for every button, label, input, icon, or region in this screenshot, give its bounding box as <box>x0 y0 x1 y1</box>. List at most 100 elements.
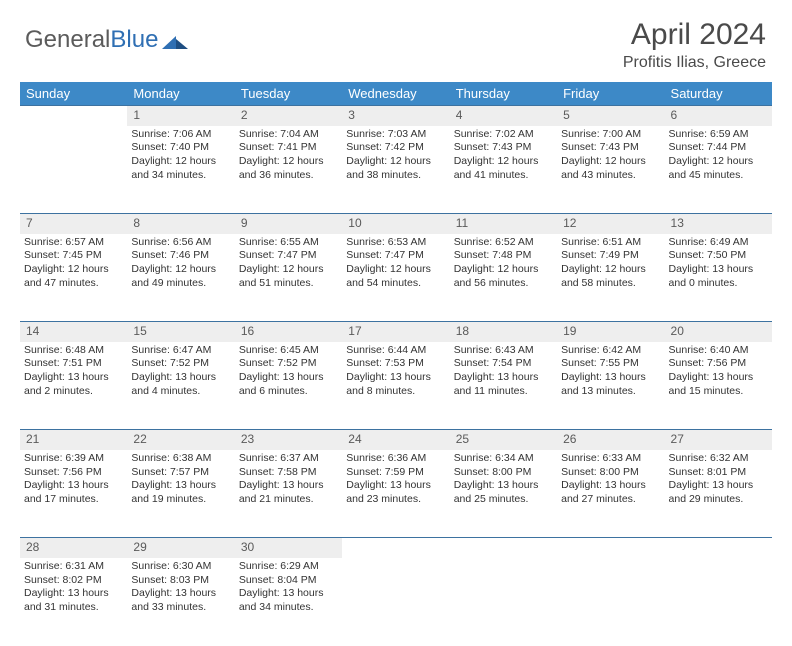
daylight-text-2: and 38 minutes. <box>346 169 445 183</box>
day-number-cell: 7 <box>20 214 127 234</box>
day-body-cell: Sunrise: 7:06 AMSunset: 7:40 PMDaylight:… <box>127 126 234 214</box>
daylight-text-1: Daylight: 12 hours <box>24 263 123 277</box>
sunset-text: Sunset: 7:47 PM <box>346 249 445 263</box>
sunset-text: Sunset: 7:48 PM <box>454 249 553 263</box>
day-number-cell: 27 <box>665 430 772 450</box>
brand-part1: General <box>25 26 110 54</box>
daylight-text-2: and 34 minutes. <box>239 601 338 615</box>
week-body-row: Sunrise: 6:57 AMSunset: 7:45 PMDaylight:… <box>20 234 772 322</box>
daylight-text-1: Daylight: 12 hours <box>239 155 338 169</box>
daylight-text-1: Daylight: 13 hours <box>24 587 123 601</box>
day-number-cell: 19 <box>557 322 664 342</box>
daylight-text-1: Daylight: 12 hours <box>454 155 553 169</box>
day-number-cell: 10 <box>342 214 449 234</box>
daylight-text-2: and 29 minutes. <box>669 493 768 507</box>
day-number-cell: 28 <box>20 538 127 558</box>
day-body-cell: Sunrise: 6:47 AMSunset: 7:52 PMDaylight:… <box>127 342 234 430</box>
day-number-cell: 6 <box>665 106 772 126</box>
sunset-text: Sunset: 7:43 PM <box>561 141 660 155</box>
sunset-text: Sunset: 7:59 PM <box>346 466 445 480</box>
day-body-cell: Sunrise: 6:33 AMSunset: 8:00 PMDaylight:… <box>557 450 664 538</box>
sunrise-text: Sunrise: 6:48 AM <box>24 344 123 358</box>
day-number-cell: 25 <box>450 430 557 450</box>
daylight-text-1: Daylight: 12 hours <box>131 263 230 277</box>
day-number-cell: 5 <box>557 106 664 126</box>
daylight-text-1: Daylight: 12 hours <box>346 155 445 169</box>
week-body-row: Sunrise: 6:31 AMSunset: 8:02 PMDaylight:… <box>20 558 772 646</box>
day-body-cell <box>665 558 772 646</box>
day-header: Tuesday <box>235 82 342 106</box>
day-body-cell: Sunrise: 6:52 AMSunset: 7:48 PMDaylight:… <box>450 234 557 322</box>
sunset-text: Sunset: 7:47 PM <box>239 249 338 263</box>
sunset-text: Sunset: 8:00 PM <box>561 466 660 480</box>
daylight-text-1: Daylight: 13 hours <box>24 479 123 493</box>
daylight-text-1: Daylight: 13 hours <box>669 371 768 385</box>
daylight-text-1: Daylight: 12 hours <box>131 155 230 169</box>
sunset-text: Sunset: 7:40 PM <box>131 141 230 155</box>
sunrise-text: Sunrise: 6:42 AM <box>561 344 660 358</box>
day-body-cell <box>342 558 449 646</box>
daylight-text-2: and 11 minutes. <box>454 385 553 399</box>
daylight-text-1: Daylight: 13 hours <box>24 371 123 385</box>
daylight-text-1: Daylight: 12 hours <box>454 263 553 277</box>
day-number-cell: 8 <box>127 214 234 234</box>
sunrise-text: Sunrise: 6:49 AM <box>669 236 768 250</box>
day-body-cell: Sunrise: 6:30 AMSunset: 8:03 PMDaylight:… <box>127 558 234 646</box>
sunrise-text: Sunrise: 6:44 AM <box>346 344 445 358</box>
day-number-cell <box>557 538 664 558</box>
sunrise-text: Sunrise: 6:39 AM <box>24 452 123 466</box>
calendar-table: SundayMondayTuesdayWednesdayThursdayFrid… <box>20 82 772 646</box>
day-header: Wednesday <box>342 82 449 106</box>
daylight-text-2: and 2 minutes. <box>24 385 123 399</box>
daylight-text-1: Daylight: 13 hours <box>131 587 230 601</box>
daylight-text-2: and 27 minutes. <box>561 493 660 507</box>
sunrise-text: Sunrise: 6:55 AM <box>239 236 338 250</box>
day-body-cell: Sunrise: 6:31 AMSunset: 8:02 PMDaylight:… <box>20 558 127 646</box>
day-body-cell: Sunrise: 6:32 AMSunset: 8:01 PMDaylight:… <box>665 450 772 538</box>
sunset-text: Sunset: 7:53 PM <box>346 357 445 371</box>
sunset-text: Sunset: 7:43 PM <box>454 141 553 155</box>
daylight-text-2: and 51 minutes. <box>239 277 338 291</box>
daylight-text-1: Daylight: 13 hours <box>454 479 553 493</box>
sunset-text: Sunset: 7:56 PM <box>24 466 123 480</box>
daylight-text-2: and 25 minutes. <box>454 493 553 507</box>
day-body-cell: Sunrise: 6:38 AMSunset: 7:57 PMDaylight:… <box>127 450 234 538</box>
sunrise-text: Sunrise: 7:00 AM <box>561 128 660 142</box>
day-number-cell: 21 <box>20 430 127 450</box>
day-body-cell: Sunrise: 6:48 AMSunset: 7:51 PMDaylight:… <box>20 342 127 430</box>
sunrise-text: Sunrise: 6:43 AM <box>454 344 553 358</box>
sunrise-text: Sunrise: 6:56 AM <box>131 236 230 250</box>
day-body-cell: Sunrise: 6:56 AMSunset: 7:46 PMDaylight:… <box>127 234 234 322</box>
daylight-text-2: and 13 minutes. <box>561 385 660 399</box>
day-body-cell: Sunrise: 6:36 AMSunset: 7:59 PMDaylight:… <box>342 450 449 538</box>
daylight-text-2: and 47 minutes. <box>24 277 123 291</box>
sunset-text: Sunset: 7:57 PM <box>131 466 230 480</box>
day-number-cell <box>342 538 449 558</box>
sunset-text: Sunset: 7:52 PM <box>239 357 338 371</box>
day-number-cell: 4 <box>450 106 557 126</box>
day-body-cell: Sunrise: 6:51 AMSunset: 7:49 PMDaylight:… <box>557 234 664 322</box>
sunrise-text: Sunrise: 6:40 AM <box>669 344 768 358</box>
daylight-text-2: and 56 minutes. <box>454 277 553 291</box>
day-header: Sunday <box>20 82 127 106</box>
title-block: April 2024 Profitis Ilias, Greece <box>623 18 772 72</box>
daylight-text-2: and 4 minutes. <box>131 385 230 399</box>
daylight-text-2: and 49 minutes. <box>131 277 230 291</box>
daylight-text-2: and 23 minutes. <box>346 493 445 507</box>
day-body-cell: Sunrise: 7:02 AMSunset: 7:43 PMDaylight:… <box>450 126 557 214</box>
sunset-text: Sunset: 7:50 PM <box>669 249 768 263</box>
sunset-text: Sunset: 7:42 PM <box>346 141 445 155</box>
sunrise-text: Sunrise: 6:37 AM <box>239 452 338 466</box>
day-body-cell: Sunrise: 6:44 AMSunset: 7:53 PMDaylight:… <box>342 342 449 430</box>
sunset-text: Sunset: 7:58 PM <box>239 466 338 480</box>
daylight-text-2: and 41 minutes. <box>454 169 553 183</box>
day-body-cell: Sunrise: 6:37 AMSunset: 7:58 PMDaylight:… <box>235 450 342 538</box>
sunrise-text: Sunrise: 6:57 AM <box>24 236 123 250</box>
week-body-row: Sunrise: 6:39 AMSunset: 7:56 PMDaylight:… <box>20 450 772 538</box>
day-number-cell: 3 <box>342 106 449 126</box>
day-body-cell <box>557 558 664 646</box>
sunset-text: Sunset: 8:03 PM <box>131 574 230 588</box>
daylight-text-1: Daylight: 13 hours <box>454 371 553 385</box>
day-body-cell: Sunrise: 6:34 AMSunset: 8:00 PMDaylight:… <box>450 450 557 538</box>
sunset-text: Sunset: 7:56 PM <box>669 357 768 371</box>
